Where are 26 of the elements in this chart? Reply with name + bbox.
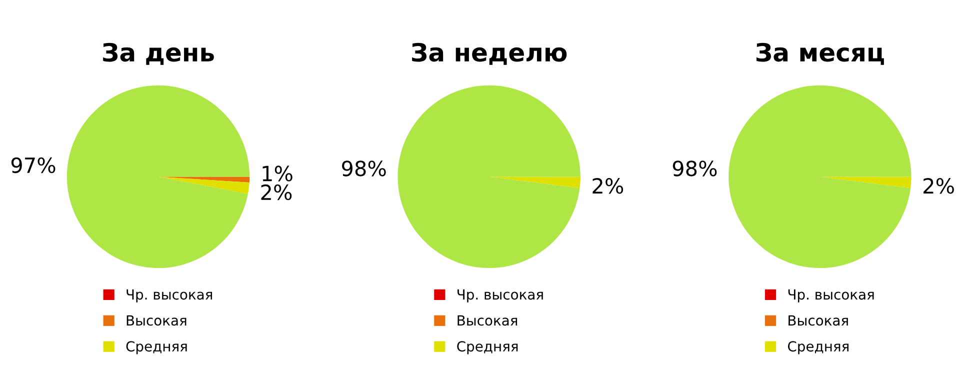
data-label: 2% — [261, 184, 292, 200]
chart-title: За неделю — [412, 42, 567, 65]
data-label: 2% — [924, 178, 954, 194]
legend-label: Высокая — [458, 315, 518, 326]
chart-title: За день — [103, 42, 214, 65]
legend-label: Средняя — [788, 341, 848, 354]
data-label: 98% — [342, 160, 386, 176]
legend-label: Средняя — [126, 341, 187, 354]
pie-slice — [820, 176, 912, 188]
data-label: 1% — [262, 166, 292, 182]
legend-label: Средняя — [457, 341, 518, 354]
pie-slice — [728, 85, 912, 268]
pie-slice — [398, 85, 580, 268]
pie-slice — [158, 176, 250, 194]
pie-slice — [158, 176, 250, 182]
data-label: 98% — [672, 160, 717, 176]
pie-slice — [489, 176, 580, 188]
legend-label: Высокая — [126, 315, 186, 326]
data-label: 2% — [592, 178, 624, 194]
legend-label: Чр. высокая — [788, 289, 874, 302]
pie-slice — [66, 85, 250, 268]
legend-label: Чр. высокая — [458, 289, 543, 302]
legend-label: Чр. высокая — [126, 289, 212, 302]
chart-title: За месяц — [756, 42, 884, 65]
legend-label: Высокая — [788, 315, 848, 326]
data-label: 97% — [11, 157, 56, 174]
